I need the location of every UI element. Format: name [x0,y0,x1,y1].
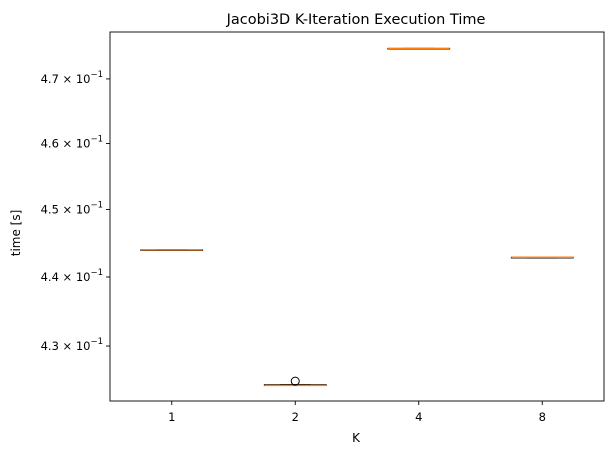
y-tick-label-4.4: 4.4 × 10−1 [41,268,103,284]
y-tick-label-4.3: 4.3 × 10−1 [41,337,103,353]
x-axis-label: K [352,431,361,445]
chart-title: Jacobi3D K-Iteration Execution Time [226,12,486,28]
plot-area [140,47,574,387]
y-tick-label-4.5: 4.5 × 10−1 [41,201,103,217]
x-tick-label-4: 4 [415,410,422,424]
box-8 [510,256,574,259]
x-tick-label-2: 2 [292,410,299,424]
y-tick-label-4.7: 4.7 × 10−1 [41,70,103,86]
flier-2-0 [290,376,300,386]
box-2 [263,376,327,387]
x-tick-label-8: 8 [539,410,546,424]
y-axis-label: time [s] [9,210,23,257]
y-tick-label-4.6: 4.6 × 10−1 [41,134,103,150]
axes-frame [109,31,605,402]
box-1 [140,249,204,251]
box-4 [387,47,451,50]
x-tick-label-1: 1 [168,410,175,424]
